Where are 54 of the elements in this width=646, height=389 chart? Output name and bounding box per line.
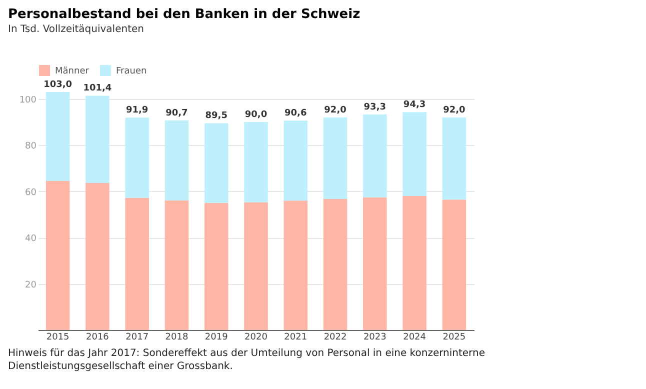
total-label: 92,0 [324,105,346,116]
total-label: 90,0 [244,110,268,120]
bar [244,202,268,330]
total-label: 90,6 [284,108,307,119]
total-label: 89,5 [205,111,228,122]
bar [323,117,348,199]
x-tick-label: 2017 [126,332,149,342]
y-tick-label: 40 [25,234,37,244]
x-tick-label: 2024 [403,332,426,342]
y-tick-label: 60 [25,188,37,198]
x-tick-label: 2015 [46,332,70,342]
x-tick-label: 2021 [284,332,308,342]
total-label: 90,7 [166,108,188,118]
total-label: 92,0 [443,105,466,116]
legend-label: Frauen [116,66,147,77]
chart-title: Personalbestand bei den Banken in der Schweiz [8,7,360,22]
bar [363,197,387,330]
bar [442,200,466,330]
bar [125,118,149,198]
y-tick-label: 80 [25,142,37,152]
bar [363,114,387,198]
bar [204,123,228,203]
bar [402,112,426,196]
bar [442,117,466,200]
total-label: 93,3 [364,102,386,112]
bar [284,120,308,201]
total-label: 103,0 [44,80,72,90]
bar [244,122,268,202]
bar [46,180,70,330]
total-label: 94,3 [403,100,426,110]
total-label: 91,9 [126,106,148,116]
bar [402,196,426,330]
x-tick-label: 2019 [204,332,228,342]
x-tick-label: 2025 [442,332,466,342]
x-tick-label: 2020 [244,332,268,342]
chart-subtitle: In Tsd. Vollzeitäquivalenten [8,24,144,35]
bar [86,96,110,184]
bar [204,202,228,330]
bar [164,120,189,200]
bar [164,200,189,330]
text: Hinweis für das Jahr 2017: Sondereffekt aus der Umteilung von Personal in eine konzerninterne Dienstleistungsgesellschaft einer Grossbank. [8,347,486,373]
total-label: 101,4 [83,84,112,94]
bar [284,200,308,330]
x-tick-label: 2022 [324,332,347,342]
x-tick-label: 2023 [363,332,386,342]
bar [323,198,348,330]
bar [125,198,149,330]
x-tick-label: 2016 [86,332,110,342]
y-tick-label: 20 [25,280,37,290]
x-tick-label: 2018 [165,332,188,342]
legend-label: Männer [55,66,90,77]
y-tick-label: 100 [19,95,37,106]
bar [46,92,70,181]
bar [86,183,110,330]
